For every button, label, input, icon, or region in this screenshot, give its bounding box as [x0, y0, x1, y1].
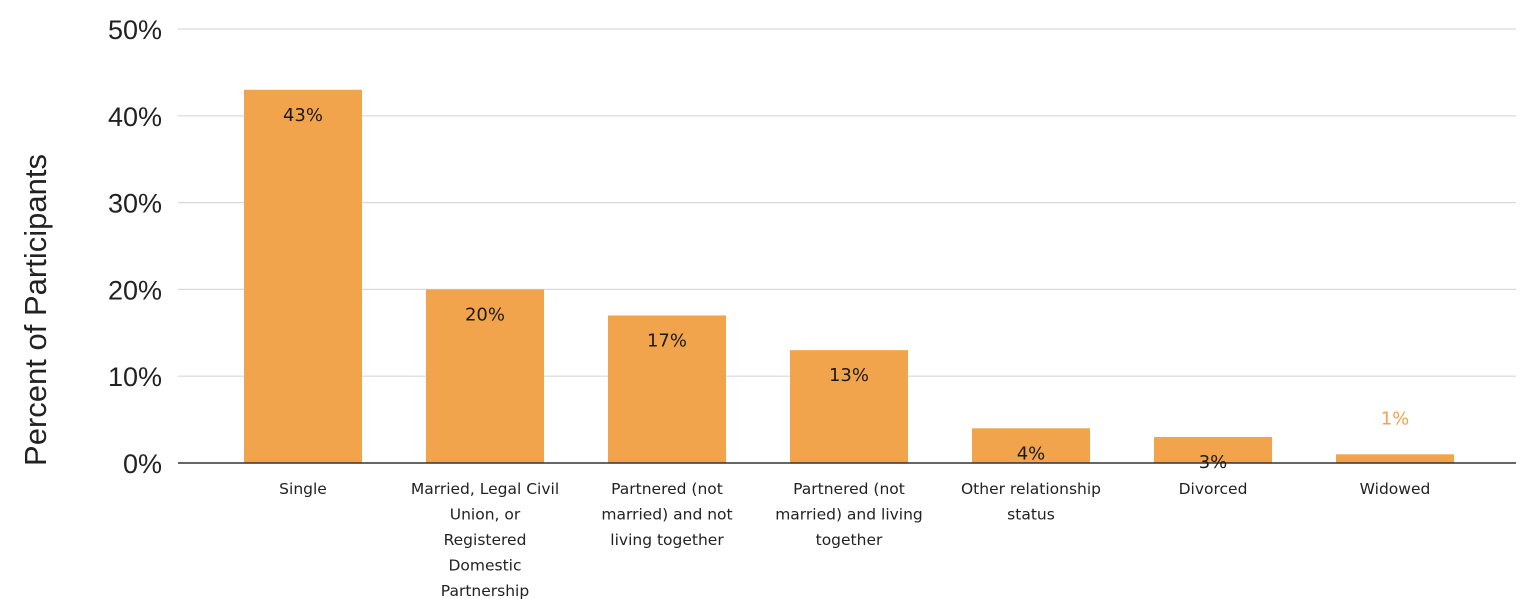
x-tick-label-line: Union, or — [450, 506, 521, 524]
x-tick-label: Other relationship status — [961, 480, 1101, 524]
data-label: 4% — [1017, 443, 1046, 464]
x-tick-label-line: Partnered (not — [793, 480, 905, 498]
y-tick-label: 0% — [123, 449, 162, 479]
x-tick-label: Partnered (not married) and not living tog… — [601, 480, 732, 549]
x-tick-label-line: together — [816, 531, 883, 549]
x-tick-label-line: living together — [610, 531, 724, 549]
x-tick-label-line: married) and living — [775, 506, 923, 524]
data-labels: 43% 20% 17% 13% 4% 3% 1% — [283, 105, 1409, 473]
data-label: 13% — [829, 365, 869, 386]
x-tick-label-line: Single — [279, 480, 327, 498]
x-tick-label: Married, Legal Civil Union, or Registered D… — [411, 480, 559, 599]
y-tick-label: 40% — [108, 102, 162, 132]
data-label: 1% — [1381, 408, 1410, 429]
data-label: 17% — [647, 330, 687, 351]
x-tick-label-line: Married, Legal Civil — [411, 480, 559, 498]
bar — [426, 289, 544, 463]
bar — [972, 428, 1090, 463]
bar — [608, 315, 726, 463]
x-tick-label: Divorced — [1179, 480, 1248, 498]
bar — [790, 350, 908, 463]
data-label: 3% — [1199, 452, 1228, 473]
bar — [244, 89, 362, 463]
y-axis-ticks: 0% 10% 20% 30% 40% 50% — [108, 15, 162, 479]
x-tick-label-line: Registered — [444, 531, 527, 549]
x-tick-label: Widowed — [1360, 480, 1431, 498]
x-tick-label-line: Domestic — [448, 557, 521, 575]
y-tick-label: 50% — [108, 15, 162, 45]
x-tick-label-line: Widowed — [1360, 480, 1431, 498]
bar — [1154, 436, 1272, 463]
y-tick-label: 30% — [108, 189, 162, 219]
gridlines — [178, 28, 1516, 377]
x-tick-label-line: Partnership — [441, 582, 529, 599]
x-tick-label-line: status — [1007, 506, 1055, 524]
y-axis-label: Percent of Participants — [18, 154, 53, 466]
y-tick-label: 10% — [108, 362, 162, 392]
x-tick-label: Single — [279, 480, 327, 498]
data-label: 20% — [465, 304, 505, 325]
bars — [244, 89, 1454, 463]
x-tick-label-line: married) and not — [601, 506, 732, 524]
bar — [1336, 454, 1454, 463]
y-tick-label: 20% — [108, 275, 162, 305]
x-tick-label-line: Other relationship — [961, 480, 1101, 498]
x-axis-ticks: Single Married, Legal Civil Union, or Regis… — [279, 480, 1430, 599]
x-tick-label-line: Partnered (not — [611, 480, 723, 498]
x-tick-label: Partnered (not married) and living togethe… — [775, 480, 923, 549]
x-tick-label-line: Divorced — [1179, 480, 1248, 498]
data-label: 43% — [283, 105, 323, 126]
